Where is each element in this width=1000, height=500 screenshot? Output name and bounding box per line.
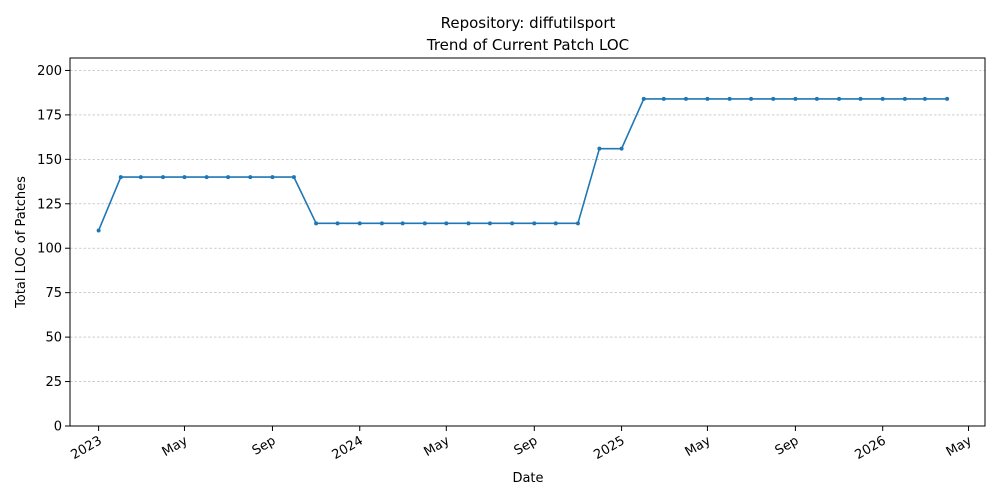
- data-point: [204, 175, 209, 180]
- y-tick-label: 200: [37, 64, 62, 79]
- x-tick-label: May: [683, 433, 714, 460]
- data-point: [161, 175, 166, 180]
- data-point: [945, 96, 950, 101]
- data-point: [510, 221, 515, 226]
- data-point: [314, 221, 319, 226]
- y-tick-label: 0: [54, 420, 62, 435]
- data-point: [553, 221, 558, 226]
- data-point: [138, 175, 143, 180]
- y-tick-label: 125: [37, 197, 62, 212]
- data-point: [661, 96, 666, 101]
- x-tick-label: Sep: [773, 433, 802, 458]
- data-point: [683, 96, 688, 101]
- x-tick-label: Sep: [512, 433, 541, 458]
- data-point: [118, 175, 123, 180]
- data-point: [858, 96, 863, 101]
- data-point: [880, 96, 885, 101]
- data-point: [641, 96, 646, 101]
- grid-layer: [70, 70, 985, 427]
- data-point: [444, 221, 449, 226]
- data-point: [575, 221, 580, 226]
- data-point: [814, 96, 819, 101]
- data-point: [270, 175, 275, 180]
- x-tick-label: May: [944, 433, 975, 460]
- x-tick-label: 2025: [591, 433, 627, 463]
- data-point: [532, 221, 537, 226]
- data-point: [902, 96, 907, 101]
- data-point: [837, 96, 842, 101]
- axis-layer: 0 25 50 75 100 125 150 175 200 2023 May Sep 2024 May S…: [37, 64, 975, 463]
- data-point: [291, 175, 296, 180]
- data-point: [422, 221, 427, 226]
- data-point: [466, 221, 471, 226]
- data-layer: [96, 96, 950, 233]
- data-point: [749, 96, 754, 101]
- data-point: [379, 221, 384, 226]
- y-tick-label: 100: [37, 242, 62, 257]
- data-point: [182, 175, 187, 180]
- chart-title-line-2: Trend of Current Patch LOC: [426, 36, 629, 54]
- y-tick-label: 75: [45, 286, 62, 301]
- data-point: [771, 96, 776, 101]
- x-tick-label: 2023: [68, 433, 104, 463]
- plot-frame: [69, 57, 986, 427]
- data-point: [619, 146, 624, 151]
- data-point: [793, 96, 798, 101]
- y-tick-label: 175: [37, 108, 62, 123]
- data-point: [597, 146, 602, 151]
- data-point: [357, 221, 362, 226]
- data-point: [400, 221, 405, 226]
- data-point: [705, 96, 710, 101]
- y-tick-label: 50: [45, 331, 62, 346]
- x-tick-label: May: [422, 433, 453, 460]
- data-point: [487, 221, 492, 226]
- y-tick-label: 25: [45, 375, 62, 390]
- data-point: [226, 175, 231, 180]
- x-axis-label: Date: [512, 471, 543, 486]
- data-point: [96, 228, 101, 233]
- series-line: [97, 98, 948, 231]
- chart-title-line-1: Repository: diffutilsport: [441, 14, 616, 32]
- x-tick-label: May: [160, 433, 191, 460]
- y-axis-label: Total LOC of Patches: [14, 176, 29, 309]
- data-point: [335, 221, 340, 226]
- x-tick-label: 2026: [853, 433, 889, 463]
- x-tick-label: 2024: [330, 433, 366, 463]
- y-tick-label: 150: [37, 153, 62, 168]
- data-point: [922, 96, 927, 101]
- data-point: [248, 175, 253, 180]
- x-tick-label: Sep: [250, 433, 279, 458]
- data-point: [727, 96, 732, 101]
